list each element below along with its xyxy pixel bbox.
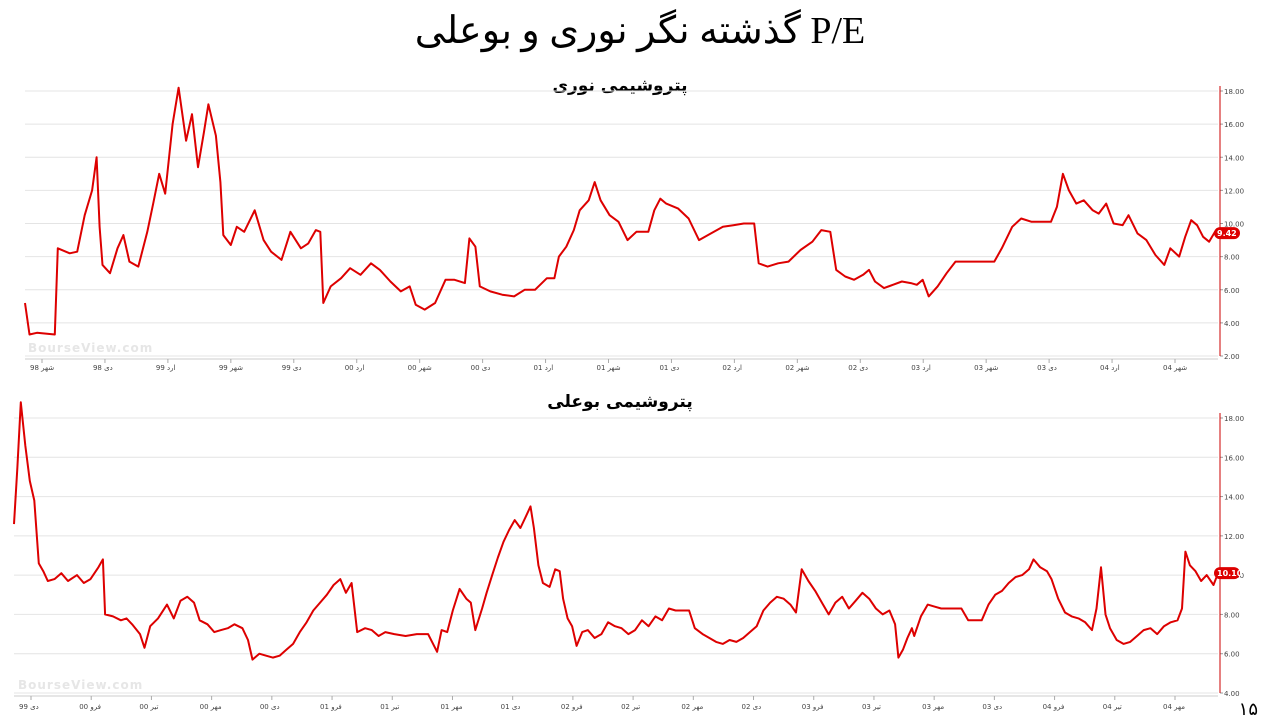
- y-tick-label: 14.00: [1224, 154, 1244, 162]
- x-tick-label: فرو 03: [802, 703, 824, 711]
- x-tick-label: تیر 00: [139, 703, 158, 711]
- x-tick-label: دی 99: [282, 364, 302, 372]
- y-tick-label: 16.00: [1224, 454, 1244, 462]
- x-tick-label: دی 00: [471, 364, 491, 372]
- y-tick-label: 10.00: [1224, 221, 1244, 229]
- y-tick-label: 8.00: [1224, 611, 1240, 619]
- x-tick-label: مهر 03: [922, 703, 944, 711]
- watermark-bottom: BourseView.com: [18, 678, 144, 692]
- x-tick-label: دی 02: [848, 364, 868, 372]
- watermark-top: BourseView.com: [28, 341, 154, 355]
- x-tick-label: شهر 99: [219, 364, 243, 372]
- y-tick-label: 6.00: [1224, 287, 1240, 295]
- y-tick-label: 16.00: [1224, 121, 1244, 129]
- y-tick-label: 4.00: [1224, 320, 1240, 328]
- x-tick-label: دی 01: [659, 364, 679, 372]
- x-tick-label: شهر 03: [974, 364, 998, 372]
- x-tick-label: تیر 03: [862, 703, 881, 711]
- x-tick-label: مهر 02: [681, 703, 703, 711]
- x-tick-label: ارد 03: [911, 364, 931, 372]
- x-tick-label: ارد 99: [156, 364, 176, 372]
- x-tick-label: تیر 02: [621, 703, 640, 711]
- y-tick-label: 18.00: [1224, 415, 1244, 423]
- x-tick-label: دی 03: [982, 703, 1002, 711]
- x-tick-label: دی 03: [1037, 364, 1057, 372]
- x-tick-label: شهر 01: [597, 364, 621, 372]
- series-line: [24, 86, 1219, 336]
- x-tick-label: شهر 02: [785, 364, 809, 372]
- series-line: [13, 401, 1219, 661]
- x-tick-label: مهر 04: [1163, 703, 1185, 711]
- y-tick-label: 12.00: [1224, 533, 1244, 541]
- x-tick-label: ارد 00: [345, 364, 365, 372]
- y-tick-label: 6.00: [1224, 651, 1240, 659]
- chart-title-bouali: پتروشیمی بوعلی: [547, 392, 693, 412]
- x-tick-label: مهر 00: [200, 703, 222, 711]
- y-tick-label: 2.00: [1224, 353, 1240, 361]
- x-tick-label: تیر 01: [380, 703, 399, 711]
- y-tick-label: 18.00: [1224, 88, 1244, 96]
- x-tick-label: دی 99: [19, 703, 39, 711]
- y-tick-label: 4.00: [1224, 690, 1240, 698]
- x-tick-label: دی 98: [93, 364, 113, 372]
- page-number: ۱۵: [1238, 699, 1258, 720]
- x-tick-label: فرو 02: [561, 703, 583, 711]
- x-tick-label: مهر 01: [440, 703, 462, 711]
- last-value-label: 10.10: [1217, 569, 1243, 578]
- x-tick-label: دی 02: [742, 703, 762, 711]
- x-tick-label: ارد 04: [1100, 364, 1120, 372]
- x-tick-label: ارد 01: [534, 364, 554, 372]
- last-value-label: 9.42: [1217, 229, 1237, 238]
- x-tick-label: دی 01: [501, 703, 521, 711]
- x-tick-label: فرو 01: [320, 703, 342, 711]
- x-tick-label: شهر 04: [1163, 364, 1187, 372]
- slide-title: P/E گذشته نگر نوری و بوعلی: [414, 10, 866, 52]
- x-tick-label: شهر 98: [30, 364, 54, 372]
- x-tick-label: دی 00: [260, 703, 280, 711]
- last-value-badge: [1214, 567, 1240, 580]
- x-tick-label: فرو 04: [1043, 703, 1065, 711]
- x-tick-label: ارد 02: [722, 364, 742, 372]
- y-tick-label: 14.00: [1224, 494, 1244, 502]
- x-tick-label: فرو 00: [79, 703, 101, 711]
- last-value-badge: [1214, 227, 1240, 240]
- x-tick-label: تیر 04: [1103, 703, 1122, 711]
- x-tick-label: شهر 00: [408, 364, 432, 372]
- y-tick-label: 8.00: [1224, 254, 1240, 262]
- y-tick-label: 12.00: [1224, 187, 1244, 195]
